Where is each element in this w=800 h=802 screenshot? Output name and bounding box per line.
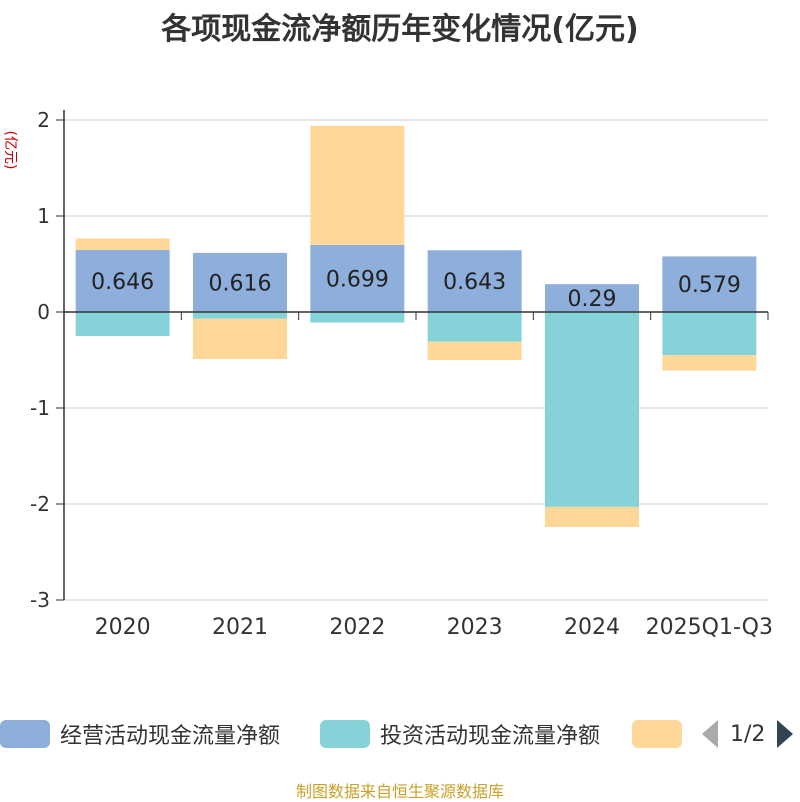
legend-swatch-investing (320, 720, 370, 748)
x-tick-label: 2021 (212, 615, 268, 640)
bar-investing-2020[interactable] (75, 312, 170, 336)
bar-operating-2024[interactable] (545, 284, 639, 312)
data-source-note: 制图数据来自恒生聚源数据库 (295, 782, 504, 801)
bar-operating-2023[interactable] (427, 250, 522, 312)
bar-investing-2021[interactable] (193, 312, 287, 319)
y-tick-label: 1 (37, 204, 50, 228)
bar-financing-2022[interactable] (310, 125, 405, 245)
x-tick-label: 2025Q1-Q3 (646, 615, 773, 640)
bar-investing-2022[interactable] (310, 312, 405, 323)
legend: 经营活动现金流量净额 投资活动现金流量净额 1/2 (0, 716, 800, 752)
bar-investing-2025Q1-Q3[interactable] (662, 312, 757, 356)
x-tick-label: 2020 (95, 615, 151, 640)
bar-operating-2025Q1-Q3[interactable] (662, 256, 757, 312)
legend-swatch-financing (632, 720, 682, 748)
data-label-operating: 0.29 (568, 287, 617, 312)
data-label-operating: 0.643 (443, 270, 506, 295)
bar-operating-2021[interactable] (193, 252, 287, 312)
legend-pager: 1/2 (702, 716, 794, 752)
legend-item-investing[interactable]: 投资活动现金流量净额 (320, 716, 600, 752)
data-label-operating: 0.579 (678, 273, 741, 298)
legend-item-financing[interactable] (632, 716, 692, 752)
data-label-operating: 0.699 (326, 267, 389, 292)
legend-label-investing: 投资活动现金流量净额 (380, 724, 601, 749)
legend-label-operating: 经营活动现金流量净额 (60, 724, 281, 749)
cash-flow-chart: 2 1 0 -1 -2 -3 0.646 2020 0.616 2021 0.699 2022 0.64… (30, 108, 773, 640)
x-tick-label: 2024 (564, 615, 620, 640)
x-tick-label: 2022 (329, 615, 385, 640)
legend-page-indicator: 1/2 (730, 721, 766, 747)
bar-financing-2020[interactable] (75, 238, 170, 250)
bar-operating-2022[interactable] (310, 244, 405, 312)
x-tick-label: 2023 (447, 615, 503, 640)
bar-financing-2021[interactable] (193, 318, 287, 360)
bar-operating-2020[interactable] (75, 249, 170, 312)
y-tick-label: -2 (30, 492, 50, 516)
data-label-operating: 0.616 (209, 271, 272, 296)
legend-swatch-operating (0, 720, 50, 748)
y-tick-label: 2 (37, 108, 50, 132)
y-tick-label: -1 (30, 396, 50, 420)
bar-financing-2023[interactable] (427, 341, 522, 360)
legend-item-operating[interactable]: 经营活动现金流量净额 (0, 716, 280, 752)
data-label-operating: 0.646 (91, 270, 154, 295)
legend-prev-icon[interactable] (702, 720, 718, 748)
chart-title: 各项现金流净额历年变化情况(亿元) (161, 12, 639, 47)
bar-financing-2025Q1-Q3[interactable] (662, 355, 757, 371)
bar-investing-2024[interactable] (545, 312, 639, 507)
y-tick-label: -3 (30, 588, 50, 612)
y-tick-label: 0 (37, 300, 50, 324)
bar-investing-2023[interactable] (427, 312, 522, 342)
bar-financing-2024[interactable] (545, 506, 639, 528)
legend-next-icon[interactable] (777, 720, 794, 748)
